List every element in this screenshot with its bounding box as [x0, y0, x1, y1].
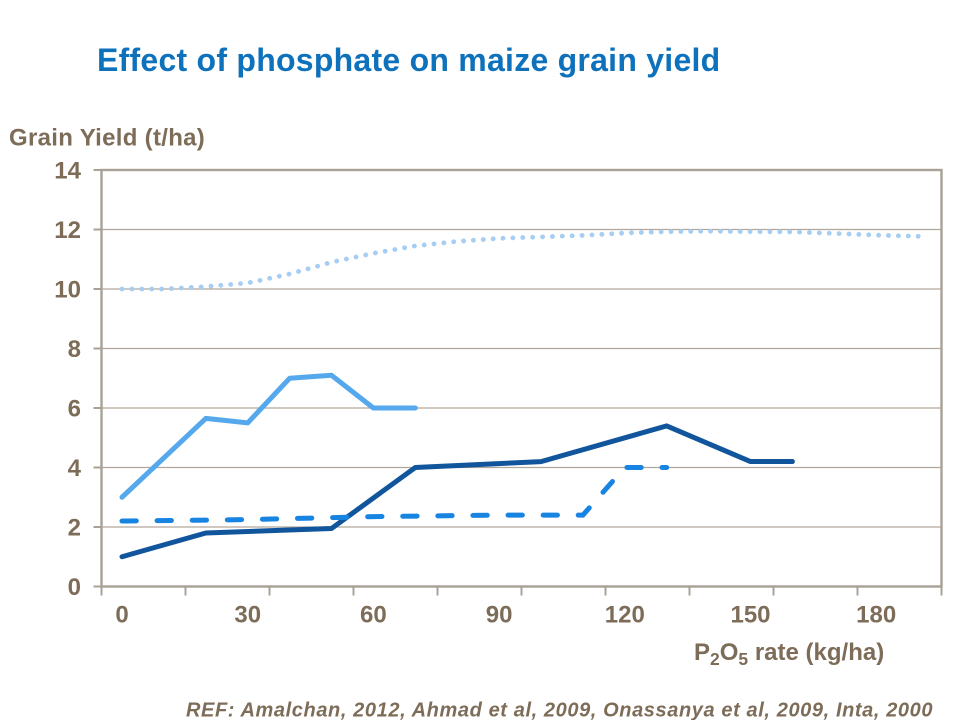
svg-text:150: 150 — [730, 602, 770, 629]
svg-text:180: 180 — [856, 602, 896, 629]
svg-text:30: 30 — [234, 602, 261, 629]
svg-text:REF: Amalchan, 2012, Ahmad et: REF: Amalchan, 2012, Ahmad et al, 2009, … — [186, 700, 933, 720]
svg-text:10: 10 — [54, 277, 81, 304]
svg-text:120: 120 — [605, 602, 645, 629]
svg-text:14: 14 — [54, 158, 81, 185]
svg-text:0: 0 — [68, 574, 81, 601]
svg-text:4: 4 — [68, 455, 82, 482]
svg-text:Effect of phosphate on maize g: Effect of phosphate on maize grain yield — [97, 42, 720, 78]
svg-text:P2O5 rate (kg/ha): P2O5 rate (kg/ha) — [694, 639, 884, 669]
svg-text:6: 6 — [68, 396, 81, 423]
svg-text:Grain Yield (t/ha): Grain Yield (t/ha) — [9, 124, 205, 151]
svg-text:2: 2 — [68, 515, 81, 542]
svg-text:12: 12 — [54, 217, 81, 244]
svg-text:90: 90 — [486, 602, 513, 629]
svg-text:8: 8 — [68, 336, 81, 363]
svg-text:0: 0 — [115, 602, 128, 629]
svg-text:60: 60 — [360, 602, 387, 629]
